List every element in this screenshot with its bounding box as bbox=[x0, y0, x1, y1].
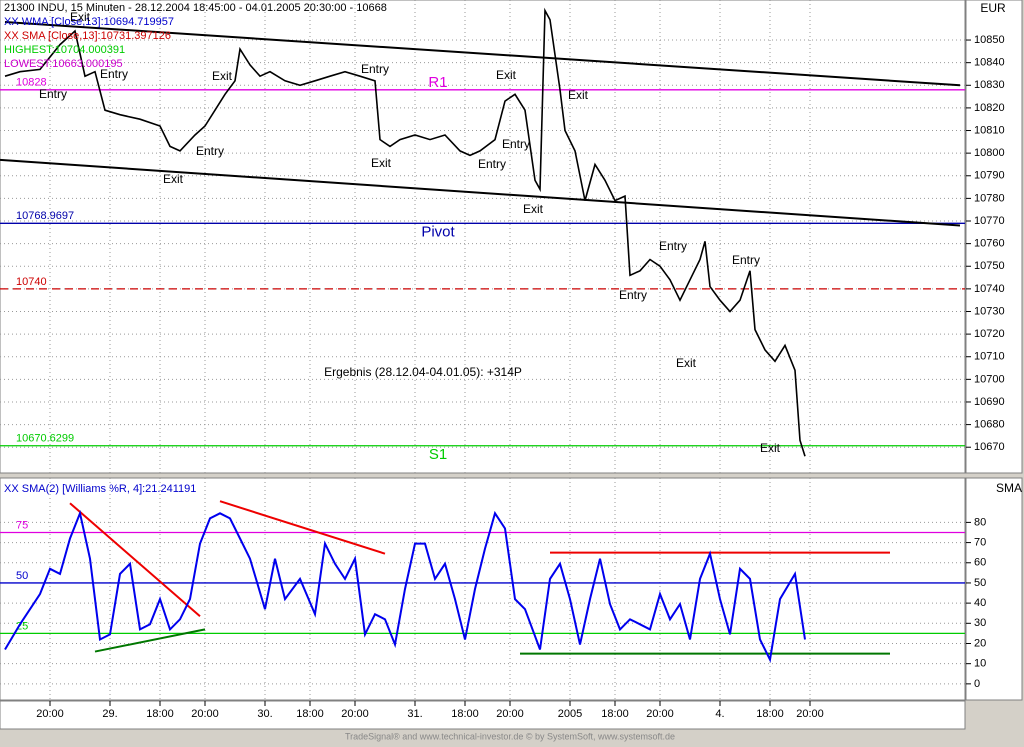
level-value: 25 bbox=[16, 620, 28, 632]
y-tick-label: 20 bbox=[974, 637, 986, 649]
annotation: Exit bbox=[676, 356, 697, 370]
y-tick-label: 10740 bbox=[974, 283, 1005, 295]
series-line bbox=[4, 509, 806, 663]
annotation: Entry bbox=[732, 253, 760, 267]
y-tick-label: 10670 bbox=[974, 441, 1005, 453]
y-tick-label: 10710 bbox=[974, 351, 1005, 363]
x-tick-label: 18:00 bbox=[146, 708, 174, 720]
oscillator-panel bbox=[0, 477, 966, 701]
x-tick-label: 20:00 bbox=[646, 708, 674, 720]
y-tick-label: 60 bbox=[974, 557, 986, 569]
x-tick-label: 20:00 bbox=[341, 708, 369, 720]
annotation: Exit bbox=[523, 202, 544, 216]
x-tick-label: 30. bbox=[257, 708, 272, 720]
level-value: 10670.6299 bbox=[16, 433, 74, 445]
legend-entry: XX WMA [Close,13]:10694.719957 bbox=[4, 16, 174, 28]
annotation: Exit bbox=[760, 441, 781, 455]
y-tick-label: 10800 bbox=[974, 147, 1005, 159]
x-tick-label: 20:00 bbox=[191, 708, 219, 720]
annotation: Entry bbox=[659, 239, 687, 253]
y-tick-label: 10680 bbox=[974, 418, 1005, 430]
series-line bbox=[4, 7, 806, 457]
y-tick-label: 10 bbox=[974, 658, 986, 670]
oscillator-axis-label: SMA bbox=[996, 481, 1022, 495]
trend-line bbox=[69, 502, 201, 618]
annotation: Exit bbox=[496, 68, 517, 82]
x-tick-label: 20:00 bbox=[36, 708, 64, 720]
x-tick-label: 18:00 bbox=[756, 708, 784, 720]
y-tick-label: 10690 bbox=[974, 396, 1005, 408]
level-label: R1 bbox=[428, 74, 447, 91]
x-tick-label: 18:00 bbox=[601, 708, 629, 720]
y-tick-label: 10770 bbox=[974, 215, 1005, 227]
trend-line bbox=[94, 628, 206, 653]
trend-line bbox=[0, 158, 961, 227]
annotation: Entry bbox=[619, 288, 647, 302]
y-tick-label: 10730 bbox=[974, 305, 1005, 317]
x-tick-label: 4. bbox=[715, 708, 724, 720]
level-label: S1 bbox=[429, 446, 447, 463]
y-tick-label: 80 bbox=[974, 516, 986, 528]
y-tick-label: 10810 bbox=[974, 124, 1005, 136]
annotation: Entry bbox=[196, 144, 224, 158]
annotation: Entry bbox=[361, 62, 389, 76]
price-axis-label: EUR bbox=[980, 1, 1006, 15]
y-tick-label: 30 bbox=[974, 617, 986, 629]
x-tick-label: 20:00 bbox=[496, 708, 524, 720]
oscillator-axis bbox=[965, 477, 1023, 701]
annotation: Exit bbox=[70, 10, 91, 24]
annotation: Entry bbox=[478, 157, 506, 171]
y-tick-label: 10700 bbox=[974, 373, 1005, 385]
y-tick-label: 0 bbox=[974, 678, 980, 690]
x-tick-label: 20:00 bbox=[796, 708, 824, 720]
level-value: 50 bbox=[16, 570, 28, 582]
y-tick-label: 10820 bbox=[974, 102, 1005, 114]
y-tick-label: 50 bbox=[974, 577, 986, 589]
y-tick-label: 10830 bbox=[974, 79, 1005, 91]
y-tick-label: 10840 bbox=[974, 57, 1005, 69]
price-axis bbox=[965, 0, 1023, 474]
x-tick-label: 18:00 bbox=[296, 708, 324, 720]
trend-line bbox=[4, 20, 961, 87]
legend-entry: XX SMA [Close,13]:10731.397126 bbox=[4, 30, 171, 42]
chart-title: 21300 INDU, 15 Minuten - 28.12.2004 18:4… bbox=[4, 2, 387, 14]
annotation: Ergebnis (28.12.04-04.01.05): +314P bbox=[324, 365, 522, 379]
x-tick-label: 29. bbox=[102, 708, 117, 720]
annotation: Exit bbox=[568, 88, 589, 102]
time-axis bbox=[0, 700, 966, 730]
footer: TradeSignal® and www.technical-investor.… bbox=[345, 731, 675, 741]
annotation: Exit bbox=[212, 69, 233, 83]
annotation: Entry bbox=[39, 87, 67, 101]
x-tick-label: 2005 bbox=[558, 708, 582, 720]
price-panel bbox=[0, 0, 966, 474]
y-tick-label: 10780 bbox=[974, 192, 1005, 204]
level-label: Pivot bbox=[421, 223, 455, 240]
x-tick-label: 31. bbox=[407, 708, 422, 720]
level-value: 10740 bbox=[16, 276, 47, 288]
y-tick-label: 10750 bbox=[974, 260, 1005, 272]
level-value: 10768.9697 bbox=[16, 210, 74, 222]
annotation: Exit bbox=[371, 156, 392, 170]
annotation: Entry bbox=[502, 137, 530, 151]
y-tick-label: 10760 bbox=[974, 238, 1005, 250]
annotation: Exit bbox=[163, 172, 184, 186]
y-tick-label: 10720 bbox=[974, 328, 1005, 340]
y-tick-label: 40 bbox=[974, 597, 986, 609]
x-tick-label: 18:00 bbox=[451, 708, 479, 720]
y-tick-label: 10850 bbox=[974, 34, 1005, 46]
legend-entry: LOWEST:10663.000195 bbox=[4, 58, 123, 70]
y-tick-label: 10790 bbox=[974, 170, 1005, 182]
trend-line bbox=[219, 500, 386, 555]
oscillator-title: XX SMA(2) [Williams %R, 4]:21.241191 bbox=[4, 483, 196, 495]
y-tick-label: 70 bbox=[974, 536, 986, 548]
level-value: 75 bbox=[16, 519, 28, 531]
level-value: 10828 bbox=[16, 77, 47, 89]
legend-entry: HIGHEST:10704.000391 bbox=[4, 44, 125, 56]
annotation: Entry bbox=[100, 67, 128, 81]
